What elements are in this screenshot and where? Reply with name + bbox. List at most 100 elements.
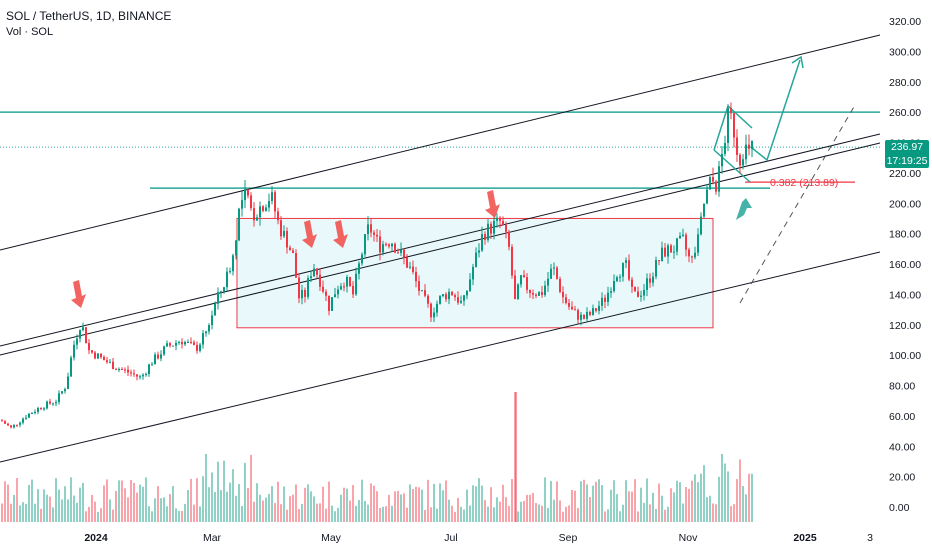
- candle: [295, 249, 297, 278]
- candle: [496, 213, 498, 228]
- volume-bar: [553, 499, 555, 522]
- volume-bar: [28, 484, 30, 522]
- candle-body: [13, 424, 15, 428]
- volume-bar: [730, 506, 732, 522]
- y-tick-label: 300.00: [889, 46, 921, 58]
- candle: [682, 228, 684, 238]
- volume-bar: [652, 492, 654, 522]
- volume-bar: [562, 511, 564, 522]
- volume-bar: [157, 486, 159, 522]
- volume-bar: [586, 484, 588, 522]
- volume-bar: [292, 494, 294, 522]
- candle-body: [631, 279, 633, 287]
- volume-bar: [493, 507, 495, 522]
- volume-bar: [490, 487, 492, 522]
- candle: [397, 248, 399, 254]
- candle: [697, 228, 699, 256]
- candle: [358, 261, 360, 280]
- volume-bar: [289, 496, 291, 522]
- volume-bar: [52, 507, 54, 522]
- x-tick-label: 2024: [84, 532, 108, 544]
- projected-move-line: [751, 59, 801, 162]
- candle: [670, 243, 672, 253]
- x-tick-label: Sep: [559, 532, 578, 544]
- candle: [586, 307, 588, 322]
- candle-body: [178, 341, 180, 343]
- volume-bar: [22, 502, 24, 522]
- candle-body: [544, 285, 546, 296]
- candle-body: [253, 208, 255, 221]
- volume-bar: [577, 507, 579, 522]
- candle: [568, 299, 570, 310]
- volume-bar: [604, 511, 606, 522]
- candle: [442, 294, 444, 298]
- candle: [574, 305, 576, 311]
- candle-body: [214, 303, 216, 316]
- candle: [205, 330, 207, 337]
- volume-bar: [286, 509, 288, 522]
- candle-body: [235, 240, 237, 256]
- candle-body: [124, 369, 126, 371]
- volume-bar: [367, 504, 369, 522]
- volume-bar: [694, 474, 696, 522]
- candle-body: [634, 286, 636, 292]
- candle-body: [529, 289, 531, 294]
- volume-bar: [136, 492, 138, 522]
- candle-body: [652, 276, 654, 283]
- x-axis[interactable]: 2024 Mar May Jul Sep Nov 2025 3: [84, 532, 873, 544]
- candle-body: [133, 373, 135, 375]
- candle-body: [535, 294, 537, 296]
- candle-body: [175, 342, 177, 346]
- candle: [235, 240, 237, 260]
- candle: [694, 246, 696, 260]
- x-tick-label: Nov: [679, 532, 698, 544]
- candle: [592, 304, 594, 316]
- volume-bar: [409, 484, 411, 522]
- candle: [151, 362, 153, 366]
- volume-indicator-label[interactable]: Vol · SOL: [6, 26, 54, 38]
- candle: [310, 270, 312, 283]
- candle: [259, 201, 261, 226]
- candle-body: [745, 144, 747, 160]
- candle-body: [439, 296, 441, 304]
- candle-body: [553, 267, 555, 269]
- candle-body: [430, 303, 432, 318]
- candle: [388, 243, 390, 249]
- volume-bar: [1, 503, 3, 522]
- volume-bar: [436, 508, 438, 522]
- candle-body: [166, 343, 168, 347]
- candle-body: [355, 273, 357, 295]
- candle: [385, 242, 387, 247]
- volume-bar: [523, 500, 525, 522]
- candle: [244, 179, 246, 209]
- candle-body: [517, 284, 519, 300]
- candle: [709, 174, 711, 190]
- volume-bar: [328, 481, 330, 522]
- candle-body: [481, 234, 483, 251]
- candle-body: [706, 189, 708, 204]
- candle-body: [244, 189, 246, 201]
- volume-bar: [139, 484, 141, 522]
- volume-bar: [499, 501, 501, 522]
- candle: [634, 286, 636, 292]
- volume-bar: [283, 486, 285, 522]
- symbol-title[interactable]: SOL / TetherUS, 1D, BINANCE: [6, 9, 172, 23]
- volume-bar: [244, 462, 246, 522]
- candle-body: [607, 292, 609, 302]
- candle: [133, 369, 135, 377]
- candle: [145, 372, 147, 377]
- y-axis[interactable]: 320.00300.00280.00260.00240.00220.00200.…: [889, 16, 921, 514]
- candle: [340, 283, 342, 291]
- candle: [361, 252, 363, 266]
- volume-bar: [235, 495, 237, 522]
- volume-bar: [550, 481, 552, 522]
- candle-body: [118, 368, 120, 370]
- candle-body: [208, 325, 210, 332]
- candle: [679, 232, 681, 239]
- volume-bar: [502, 484, 504, 522]
- candle-body: [682, 234, 684, 236]
- y-tick-label: 260.00: [889, 107, 921, 119]
- volume-bar: [250, 454, 252, 522]
- candle: [64, 387, 66, 394]
